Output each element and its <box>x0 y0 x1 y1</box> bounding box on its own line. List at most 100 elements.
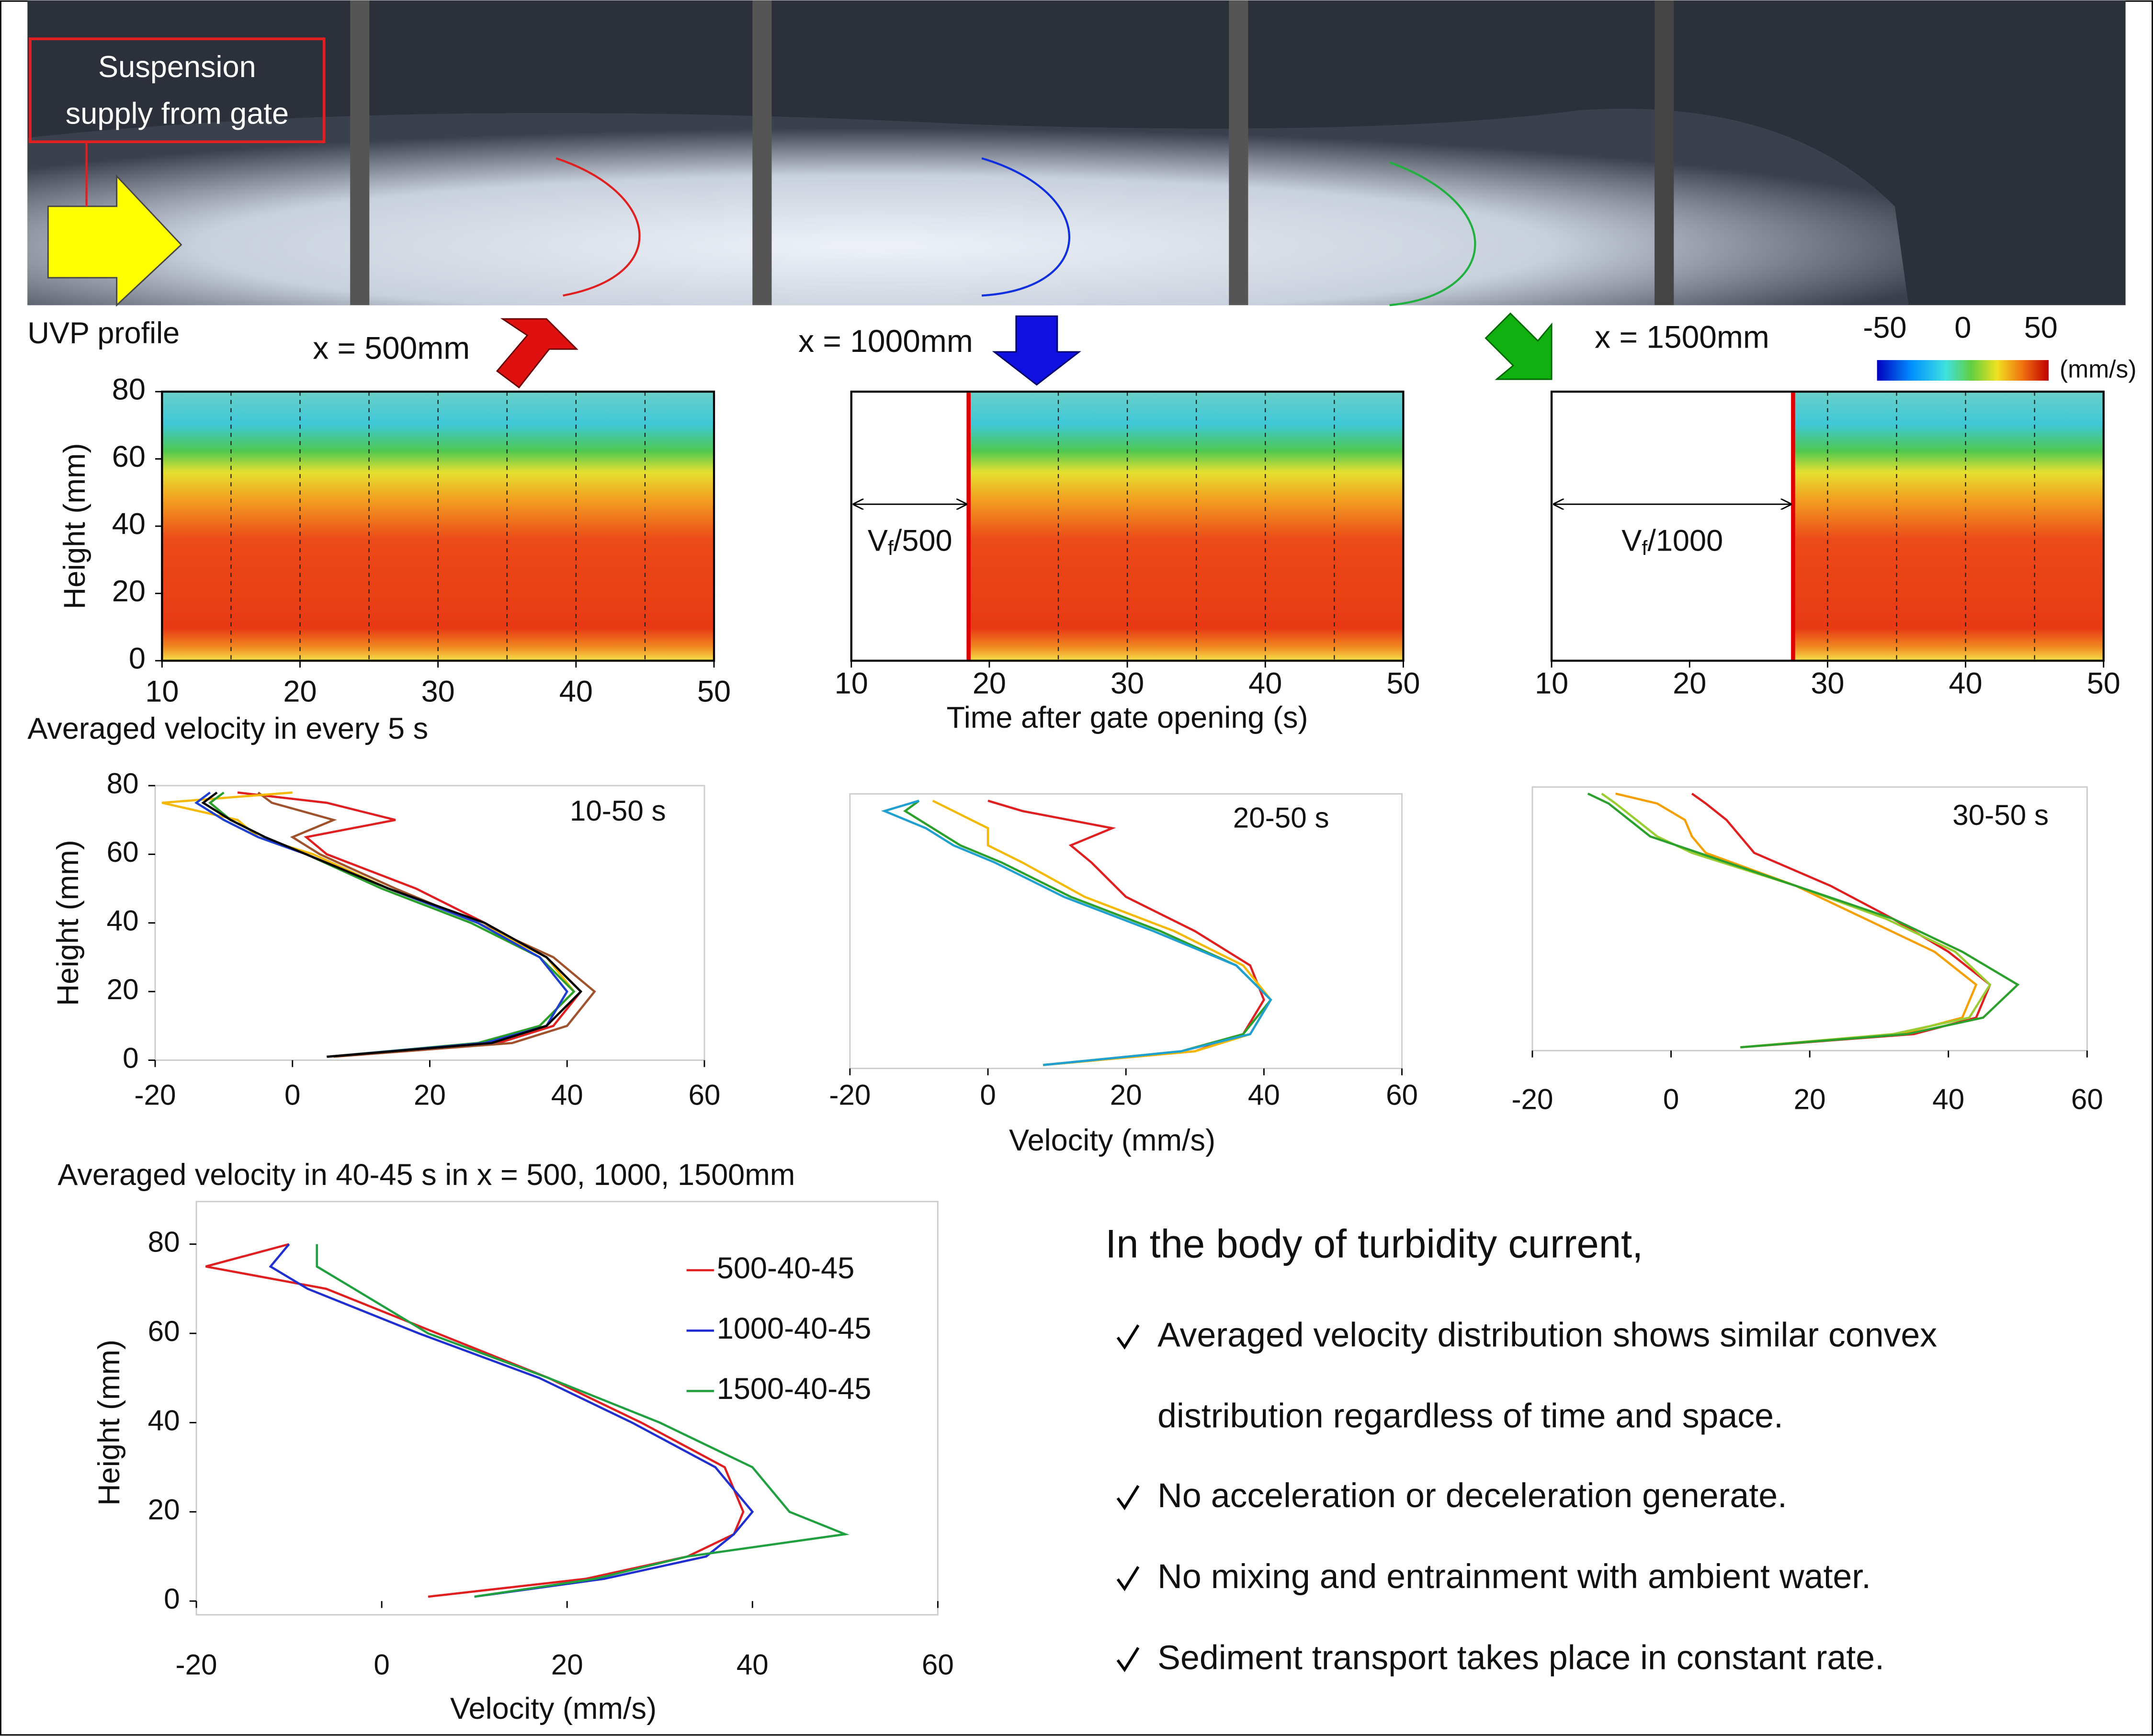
check-icon <box>1116 1647 1140 1672</box>
colorbar-tick-label: 50 <box>2024 311 2058 345</box>
bullet-text: distribution regardless of time and spac… <box>1157 1397 1783 1435</box>
profile-line <box>161 791 576 1058</box>
colorbar-unit: (mm/s) <box>2060 355 2137 383</box>
x-tick-label: 50 <box>2087 666 2120 700</box>
profile-line <box>201 791 583 1058</box>
annotation-part: V <box>1621 524 1642 557</box>
x-tick-label: 0 <box>374 1648 389 1681</box>
profile-line <box>881 800 1272 1066</box>
arrow <box>992 315 1081 386</box>
x-tick-label: 40 <box>1248 1079 1280 1111</box>
x-tick-label: 0 <box>980 1079 996 1111</box>
y-tick-label: 80 <box>107 767 139 800</box>
x-tick-label: 20 <box>1673 666 1706 700</box>
bullet-text: No mixing and entrainment with ambient w… <box>1157 1557 1871 1596</box>
annotation: Vf/1000 <box>1621 524 1723 560</box>
x-tick-label: 40 <box>1248 666 1282 700</box>
bullet-text: Averaged velocity distribution shows sim… <box>1157 1316 1937 1354</box>
y-tick-label: 80 <box>112 373 146 406</box>
x-tick-label: -20 <box>1511 1082 1553 1115</box>
photo-label: supply from gate <box>66 97 289 130</box>
x-tick-label: 40 <box>551 1079 583 1111</box>
y-tick-label: 40 <box>107 904 139 937</box>
x-tick-label: 20 <box>973 666 1006 700</box>
chart: -20 0 20 40 60 0 20 40 60 80 Height (mm) 10-50 s <box>51 767 721 1111</box>
chart: 10 20 30 40 50 0 20 40 60 80 Height (mm) x = 500mm <box>58 330 731 708</box>
heatmap-field <box>1793 392 2104 661</box>
profile-line <box>932 800 1272 1066</box>
annotation: 20-50 s <box>1233 801 1329 834</box>
legend-label: 1500-40-45 <box>717 1372 872 1406</box>
x-tick-label: 40 <box>1932 1082 1964 1115</box>
x-tick-label: 40 <box>737 1648 769 1681</box>
plot-frame <box>850 390 1405 662</box>
x-tick-label: -20 <box>176 1648 217 1681</box>
x-tick-label: 30 <box>1110 666 1144 700</box>
x-tick-label: -20 <box>135 1079 176 1111</box>
legend-label: 1000-40-45 <box>717 1312 872 1345</box>
y-axis-label: Height (mm) <box>92 1340 126 1506</box>
profile-line <box>269 1243 754 1598</box>
check-icon <box>1116 1566 1140 1591</box>
photo <box>27 0 2126 307</box>
x-tick-label: 0 <box>284 1079 300 1111</box>
annotation-part: /500 <box>894 524 952 557</box>
section-title: Averaged velocity in every 5 s <box>27 712 428 745</box>
colorbar-tick-label: 0 <box>1954 311 1971 345</box>
x-axis-label: Time after gate opening (s) <box>947 701 1308 734</box>
x-tick-label: 10 <box>835 666 868 700</box>
profile-line <box>1691 792 1992 1048</box>
y-tick-label: 40 <box>112 507 146 541</box>
x-tick-label: 10 <box>145 675 179 709</box>
profile-line <box>208 791 576 1058</box>
y-tick-label: 60 <box>107 835 139 868</box>
y-tick-label: 0 <box>123 1041 138 1074</box>
x-tick-label: 20 <box>283 675 317 709</box>
charts: -50 0 50 Averaged velocity distribution sho… <box>51 311 2120 1726</box>
annotation: 30-50 s <box>1952 799 2049 831</box>
x-axis-label: Velocity (mm/s) <box>1009 1124 1215 1157</box>
chart-title: x = 1500mm <box>1595 319 1769 354</box>
x-tick-label: 30 <box>1811 666 1844 700</box>
section-title: Averaged velocity in 40-45 s in x = 500,… <box>57 1158 795 1192</box>
plot-frame <box>1550 390 2105 662</box>
chart-title: x = 1000mm <box>798 323 973 359</box>
bullet-text: No acceleration or deceleration generate… <box>1157 1477 1787 1515</box>
x-tick-label: 60 <box>922 1648 954 1681</box>
x-tick-label: 50 <box>697 675 731 709</box>
x-axis-label: Velocity (mm/s) <box>450 1692 657 1725</box>
y-tick-label: 20 <box>148 1493 180 1526</box>
x-tick-label: 20 <box>1794 1082 1826 1115</box>
legend-label: 500-40-45 <box>717 1251 855 1285</box>
profile-line <box>987 800 1265 1066</box>
profile-line <box>1601 792 1992 1048</box>
check-icon <box>1116 1485 1140 1511</box>
y-axis-label: Height (mm) <box>58 443 91 609</box>
colorbar <box>1877 360 2049 381</box>
profile-line <box>205 1243 745 1598</box>
photo-label: Suspension <box>98 50 256 84</box>
plot-frame <box>849 793 1403 1070</box>
annotation: Vf/500 <box>868 524 952 560</box>
arrow <box>496 318 578 389</box>
x-tick-label: 0 <box>1663 1082 1679 1115</box>
y-tick-label: 20 <box>112 575 146 608</box>
y-tick-label: 60 <box>148 1315 180 1347</box>
y-tick-label: 40 <box>148 1404 180 1436</box>
x-tick-label: 30 <box>421 675 455 709</box>
profile-line <box>237 791 582 1058</box>
chart: -20 0 20 40 60 0 20 40 60 80 Velocity (mm/s) Height… <box>92 1201 954 1725</box>
chart: -20 0 20 40 60 30-50 s <box>1511 786 2103 1115</box>
chart-title: x = 500mm <box>313 330 470 365</box>
y-tick-label: 0 <box>164 1582 180 1615</box>
heatmap-field <box>968 392 1404 661</box>
arrow <box>1484 312 1552 380</box>
x-tick-label: 20 <box>551 1648 583 1681</box>
colorbar-tick-label: -50 <box>1863 311 1906 345</box>
x-tick-label: 20 <box>414 1079 446 1111</box>
check-icon <box>1116 1324 1140 1350</box>
x-tick-label: 10 <box>1535 666 1568 700</box>
x-tick-label: -20 <box>829 1079 871 1111</box>
annotation-part: f <box>1642 537 1648 560</box>
